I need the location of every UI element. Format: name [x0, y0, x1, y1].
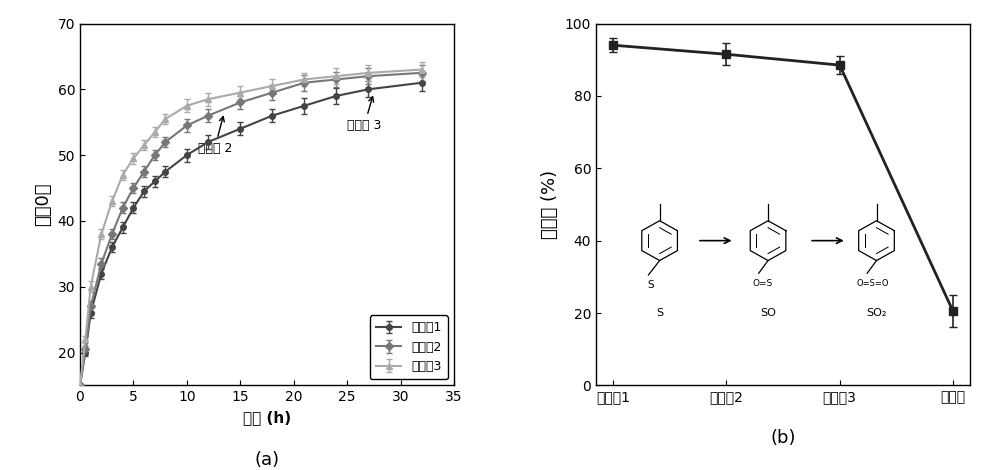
- Y-axis label: 溶聘0比: 溶聘0比: [34, 183, 52, 226]
- Text: S: S: [656, 307, 663, 318]
- Text: 实施例 3: 实施例 3: [347, 97, 381, 132]
- Y-axis label: 转化率 (%): 转化率 (%): [541, 170, 559, 239]
- Legend: 实施例1, 实施例2, 实施例3: 实施例1, 实施例2, 实施例3: [370, 315, 448, 379]
- Text: SO: SO: [760, 307, 776, 318]
- Text: 实施例 2: 实施例 2: [198, 117, 232, 155]
- Text: SO₂: SO₂: [866, 307, 887, 318]
- X-axis label: 时间 (h): 时间 (h): [243, 410, 291, 425]
- Text: (b): (b): [770, 429, 796, 447]
- Text: O=S=O: O=S=O: [857, 279, 889, 288]
- Text: O=S: O=S: [752, 279, 773, 288]
- Text: S: S: [647, 281, 654, 290]
- Text: (a): (a): [254, 451, 280, 469]
